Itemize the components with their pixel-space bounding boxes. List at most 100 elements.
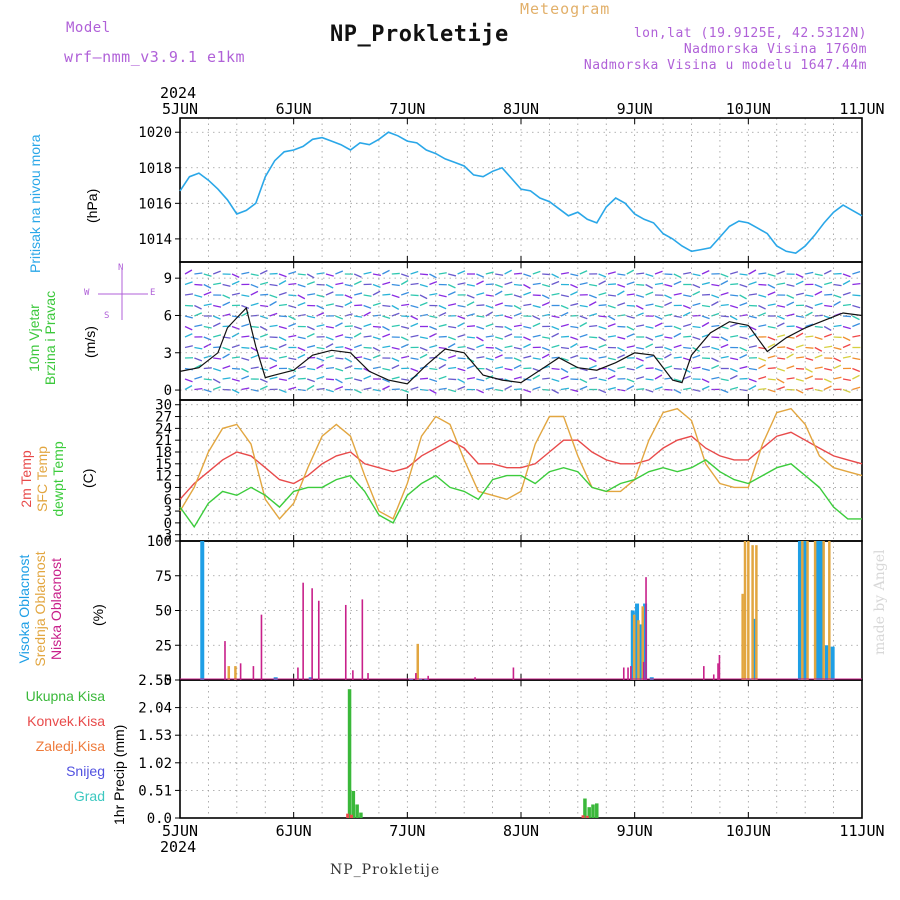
wind-barb (767, 283, 776, 289)
wind-barb (447, 336, 456, 341)
wind-barb (795, 315, 805, 318)
wind-barb (588, 364, 597, 370)
wind-barb (203, 325, 212, 329)
wind-barb (579, 385, 588, 391)
wind-barb (203, 283, 212, 289)
precip-bar (355, 804, 359, 818)
wind-barb (260, 367, 269, 371)
wind-barb (842, 273, 851, 278)
wind-barb (560, 346, 570, 350)
wind-barb (805, 294, 814, 298)
wind-barb (570, 273, 579, 277)
wind-barb (711, 324, 720, 328)
wind-barb (476, 273, 485, 278)
wind-barb (532, 304, 541, 309)
wind-barb (814, 290, 823, 296)
cloud-bar (361, 599, 364, 680)
wind-barb (222, 313, 231, 317)
wind-barb (306, 273, 315, 279)
wind-barb (231, 344, 240, 349)
wind-barb (730, 334, 739, 338)
wind-barb (419, 336, 428, 340)
wind-barb (382, 315, 391, 319)
wind-barb (570, 283, 578, 289)
y-tick-label: 3 (164, 504, 172, 520)
wind-barb (805, 335, 814, 338)
wind-barb (401, 325, 410, 330)
wind-barb (410, 334, 419, 338)
wind-barb (786, 346, 795, 351)
wind-barb (203, 273, 212, 277)
wind-barb (626, 304, 635, 307)
wind-barb (504, 367, 513, 371)
wind-barb (213, 304, 222, 308)
wind-barb (222, 365, 231, 370)
wind-barb (438, 304, 447, 310)
cloud-bar (622, 667, 625, 680)
wind-barb (419, 294, 428, 300)
wind-barb (617, 336, 626, 340)
wind-barb (391, 272, 400, 275)
wind-barb (382, 269, 390, 275)
wind-barb (316, 387, 325, 391)
wind-barb (635, 304, 644, 310)
coords-label: lon,lat (19.9125E, 42.5312N) (633, 26, 867, 41)
y-tick-label: 2.04 (138, 701, 172, 717)
wind-barb (683, 387, 692, 391)
wind-barb (739, 336, 748, 340)
wind-barb (485, 323, 494, 328)
wind-barb (353, 280, 362, 286)
cloud-bar (627, 667, 629, 680)
wind-barb (288, 322, 297, 328)
wind-barb (231, 332, 240, 338)
y-tick-label: 6 (164, 308, 172, 324)
wind-barb (748, 315, 757, 319)
wind-barb (673, 315, 682, 319)
wind-barb (260, 293, 269, 296)
wind-barb (617, 273, 626, 276)
wind-barb (560, 375, 569, 380)
wind-barb (842, 336, 851, 342)
wind-barb (325, 291, 334, 296)
wind-barb (466, 313, 475, 317)
wind-barb (316, 272, 325, 275)
cloud-bar (712, 674, 715, 680)
cloud-bar (227, 666, 231, 680)
wind-barb (504, 345, 513, 349)
wind-barb (513, 364, 522, 370)
wind-barb (523, 291, 532, 296)
wind-barb (598, 378, 607, 382)
cloud-bar (630, 610, 635, 680)
wind-barb (560, 367, 569, 373)
cloud-bar (297, 667, 299, 680)
wind-barb (842, 355, 851, 359)
wind-barb (767, 325, 776, 329)
date-tick-bottom: 9JUN (617, 822, 653, 840)
wind-barb (466, 376, 475, 380)
wind-barb (222, 301, 231, 307)
wind-barb (513, 357, 522, 362)
wind-barb (194, 346, 203, 350)
wind-barb (673, 292, 682, 296)
wind-barb (852, 315, 860, 321)
wind-barb (231, 292, 240, 296)
wind-barb (259, 269, 268, 275)
wind-barb (372, 290, 381, 296)
wind-barb (626, 378, 635, 383)
wind-barb (259, 385, 268, 391)
wind-barb (231, 388, 240, 394)
wind-barb (814, 346, 823, 352)
wind-barb (570, 291, 578, 296)
wind-barb (363, 323, 372, 328)
y-tick-label: 25 (155, 638, 172, 654)
temp-dewpt-line (179, 459, 862, 529)
wind-barb (419, 301, 428, 307)
precip-bar (583, 798, 587, 818)
wind-barb (513, 376, 522, 380)
wind-barb (682, 375, 691, 380)
panel-0: 1014 1016 1018 1020 (138, 117, 863, 263)
wind-barb (203, 343, 212, 349)
wind-barb (269, 294, 278, 299)
pressure-line (179, 131, 863, 254)
wind-barb (513, 324, 522, 328)
